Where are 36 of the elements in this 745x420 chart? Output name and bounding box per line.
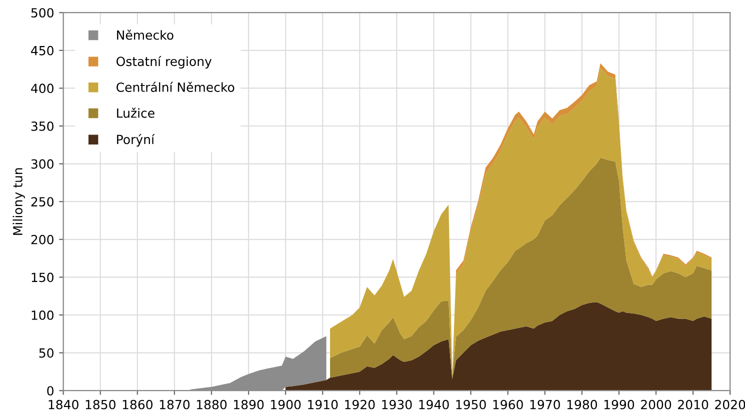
x-tick-label: 2000	[641, 400, 672, 410]
x-tick-label: 1860	[122, 400, 152, 410]
y-tick-label: 150	[32, 272, 54, 282]
x-tick-label: 1880	[196, 400, 227, 410]
y-axis-title: Miliony tun	[12, 168, 25, 235]
y-tick-label: 0	[47, 386, 54, 396]
y-tick-label: 200	[31, 234, 54, 244]
x-tick-label: 1870	[160, 400, 190, 410]
legend-label: Ostatní regiony	[116, 56, 212, 69]
y-tick-label: 250	[31, 197, 54, 207]
x-tick-label: 2010	[678, 400, 708, 410]
y-tick-label: 300	[31, 159, 54, 169]
x-tick-label: 1900	[271, 400, 301, 410]
x-tick-label: 2020	[715, 400, 745, 410]
y-tick-label: 100	[32, 310, 54, 320]
x-tick-label: 1890	[234, 400, 264, 410]
y-tick-label: 450	[31, 46, 54, 56]
y-tick-label: 350	[31, 121, 54, 131]
x-tick-label: 1850	[86, 400, 116, 410]
y-tick-label: 500	[31, 8, 54, 18]
x-tick-label: 1910	[308, 400, 338, 410]
x-tick-label: 1940	[419, 400, 449, 410]
y-tick-label: 400	[31, 84, 54, 94]
legend-label: Lužice	[117, 108, 154, 118]
y-tick-label: 50	[39, 348, 54, 358]
x-tick-label: 1840	[48, 400, 78, 410]
x-tick-label: 1990	[604, 400, 634, 410]
x-tick-label: 1920	[345, 400, 375, 410]
x-tick-label: 1950	[456, 400, 486, 410]
x-tick-label: 1960	[493, 400, 523, 410]
legend-label: Centrální Německo	[116, 82, 234, 92]
legend-label: Německo	[117, 30, 174, 40]
x-tick-label: 1970	[530, 400, 560, 410]
x-tick-label: 1930	[382, 400, 412, 410]
legend-label: Porýní	[117, 134, 155, 147]
x-tick-label: 1980	[567, 400, 598, 410]
